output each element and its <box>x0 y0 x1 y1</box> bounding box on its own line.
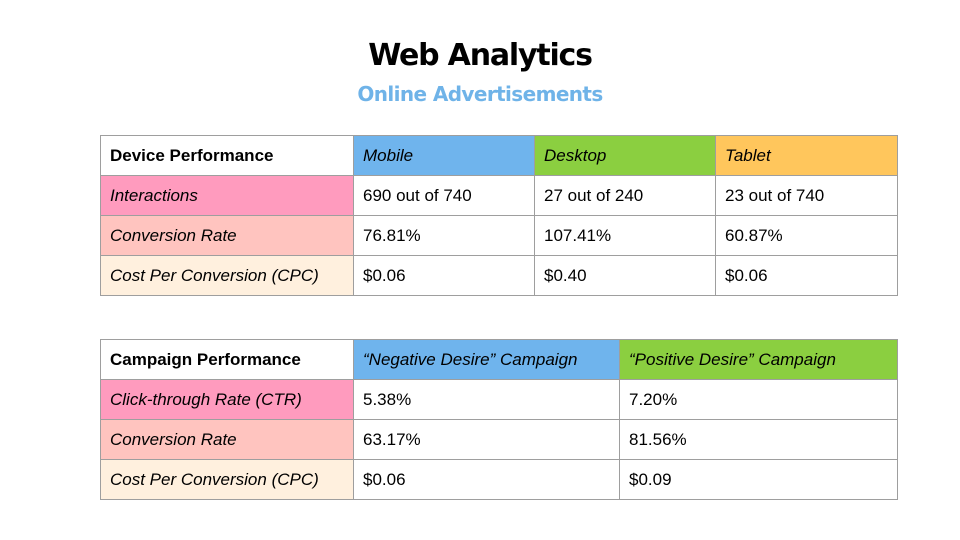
table-cell: 63.17% <box>353 419 620 460</box>
table-cell: $0.06 <box>715 255 898 296</box>
page-title: Web Analytics <box>368 38 593 73</box>
table-cell: 76.81% <box>353 215 535 256</box>
mobile-column-header: Mobile <box>353 135 535 176</box>
campaign-performance-header: Campaign Performance <box>100 339 354 380</box>
table-row: Cost Per Conversion (CPC) $0.06 $0.40 $0… <box>100 255 898 296</box>
page-subtitle: Online Advertisements <box>357 82 603 106</box>
row-label: Conversion Rate <box>100 419 354 460</box>
tablet-column-header: Tablet <box>715 135 898 176</box>
table-cell: $0.06 <box>353 459 620 500</box>
row-label: Click-through Rate (CTR) <box>100 379 354 420</box>
negative-desire-column-header: “Negative Desire” Campaign <box>353 339 620 380</box>
device-performance-table: Device Performance Mobile Desktop Tablet… <box>100 135 898 296</box>
table-cell: 27 out of 240 <box>534 175 716 216</box>
table-cell: 81.56% <box>619 419 898 460</box>
row-label: Conversion Rate <box>100 215 354 256</box>
row-label: Cost Per Conversion (CPC) <box>100 255 354 296</box>
table-cell: 5.38% <box>353 379 620 420</box>
positive-desire-column-header: “Positive Desire” Campaign <box>619 339 898 380</box>
desktop-column-header: Desktop <box>534 135 716 176</box>
table-cell: 7.20% <box>619 379 898 420</box>
table-cell: 690 out of 740 <box>353 175 535 216</box>
table-row: Conversion Rate 76.81% 107.41% 60.87% <box>100 215 898 256</box>
campaign-performance-table: Campaign Performance “Negative Desire” C… <box>100 339 898 500</box>
table-cell: $0.40 <box>534 255 716 296</box>
table-header-row: Campaign Performance “Negative Desire” C… <box>100 339 898 380</box>
table-header-row: Device Performance Mobile Desktop Tablet <box>100 135 898 176</box>
table-cell: 107.41% <box>534 215 716 256</box>
table-row: Cost Per Conversion (CPC) $0.06 $0.09 <box>100 459 898 500</box>
device-performance-header: Device Performance <box>100 135 354 176</box>
table-cell: $0.09 <box>619 459 898 500</box>
table-cell: 23 out of 740 <box>715 175 898 216</box>
row-label: Interactions <box>100 175 354 216</box>
table-row: Interactions 690 out of 740 27 out of 24… <box>100 175 898 216</box>
table-cell: 60.87% <box>715 215 898 256</box>
table-row: Conversion Rate 63.17% 81.56% <box>100 419 898 460</box>
row-label: Cost Per Conversion (CPC) <box>100 459 354 500</box>
table-cell: $0.06 <box>353 255 535 296</box>
table-row: Click-through Rate (CTR) 5.38% 7.20% <box>100 379 898 420</box>
